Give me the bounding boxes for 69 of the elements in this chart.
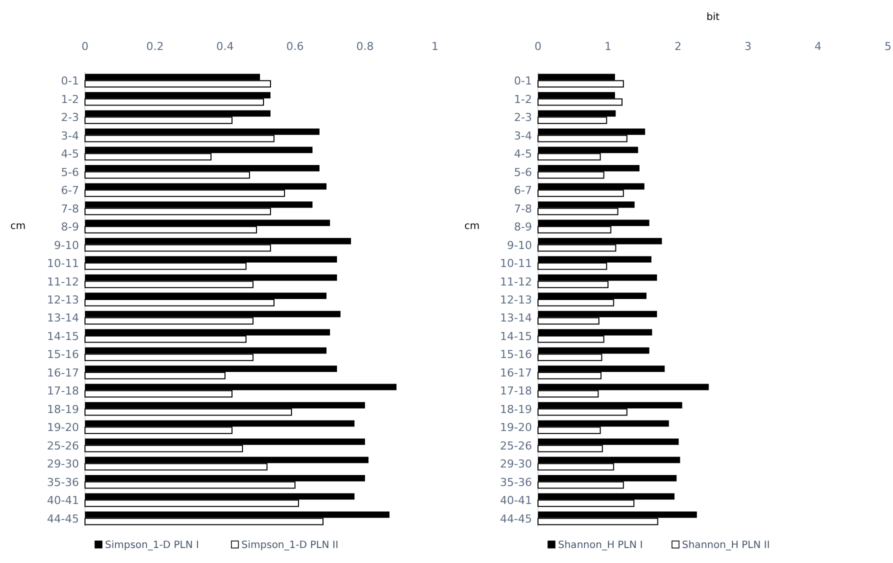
y-tick-label: 13-14: [47, 312, 79, 325]
y-tick-label: 6-7: [514, 184, 532, 198]
x-tick-label: 5: [884, 40, 892, 53]
y-tick-label: 1-2: [61, 92, 79, 106]
y-tick-label: 4-5: [61, 148, 79, 161]
y-axis-title: cm: [464, 221, 480, 232]
y-tick-label: 4-5: [514, 148, 532, 161]
y-tick-label: 15-16: [500, 348, 532, 362]
y-tick-label: 3-4: [61, 129, 79, 142]
x-tick-label: 0.6: [286, 40, 304, 53]
y-tick-label: 1-2: [514, 92, 532, 106]
y-tick-label: 2-3: [61, 111, 79, 124]
y-tick-label: 40-41: [47, 494, 79, 508]
x-tick-label: 0.2: [146, 40, 164, 53]
y-tick-label: 35-36: [47, 476, 79, 489]
y-tick-label: 10-11: [500, 257, 532, 270]
legend-label: Shannon_H PLN II: [682, 540, 770, 551]
x-tick-label: 4: [814, 40, 822, 53]
y-tick-label: 5-6: [514, 166, 532, 179]
y-tick-label: 16-17: [500, 366, 532, 380]
x-tick-label: 0: [82, 40, 88, 53]
y-tick-label: 15-16: [47, 348, 79, 362]
y-tick-label: 40-41: [500, 494, 532, 508]
y-tick-label: 44-45: [47, 512, 79, 526]
legend-label: Simpson_1-D PLN II: [241, 540, 338, 551]
y-tick-label: 17-18: [47, 384, 79, 398]
y-tick-label: 14-15: [500, 330, 532, 343]
y-tick-label: 8-9: [61, 220, 79, 234]
x-tick-label: 2: [674, 40, 682, 53]
y-tick-label: 44-45: [500, 512, 532, 526]
y-tick-label: 12-13: [47, 294, 79, 306]
y-tick-label: 5-6: [61, 166, 79, 179]
y-tick-label: 7-8: [514, 202, 532, 216]
y-tick-label: 35-36: [500, 476, 532, 489]
y-tick-label: 0-1: [514, 74, 532, 88]
x-tick-label: 0: [534, 40, 542, 53]
y-tick-label: 11-12: [500, 275, 532, 288]
y-tick-label: 19-20: [500, 421, 532, 434]
y-tick-label: 19-20: [47, 421, 79, 434]
y-tick-label: 9-10: [507, 238, 532, 252]
y-tick-label: 14-15: [47, 330, 79, 343]
y-tick-label: 18-19: [500, 402, 532, 416]
y-tick-label: 29-30: [500, 458, 532, 471]
y-tick-label: 11-12: [47, 275, 79, 288]
y-tick-label: 12-13: [500, 294, 532, 306]
y-tick-label: 8-9: [514, 220, 532, 234]
y-tick-label: 10-11: [47, 257, 79, 270]
legend-label: Shannon_H PLN I: [558, 540, 643, 551]
y-tick-label: 9-10: [54, 238, 79, 252]
y-tick-label: 16-17: [47, 366, 79, 380]
x-tick-label: 3: [744, 40, 752, 53]
y-tick-label: 6-7: [61, 184, 79, 198]
x-tick-label: 0.4: [216, 40, 234, 53]
legend-label: Simpson_1-D PLN I: [105, 540, 199, 551]
y-tick-label: 3-4: [514, 129, 532, 142]
y-tick-label: 13-14: [500, 312, 532, 325]
x-tick-label: 1: [432, 40, 438, 53]
x-tick-label: 0.8: [356, 40, 374, 53]
y-tick-label: 29-30: [47, 458, 79, 471]
y-tick-label: 17-18: [500, 384, 532, 398]
x-tick-label: 1: [604, 40, 612, 53]
y-tick-label: 25-26: [47, 439, 79, 452]
y-axis-title: cm: [10, 221, 26, 232]
y-tick-label: 2-3: [514, 111, 532, 124]
y-tick-label: 7-8: [61, 202, 79, 216]
y-tick-label: 25-26: [500, 439, 532, 452]
x-axis-title: bit: [706, 12, 720, 23]
y-tick-label: 0-1: [61, 74, 79, 88]
y-tick-label: 18-19: [47, 402, 79, 416]
